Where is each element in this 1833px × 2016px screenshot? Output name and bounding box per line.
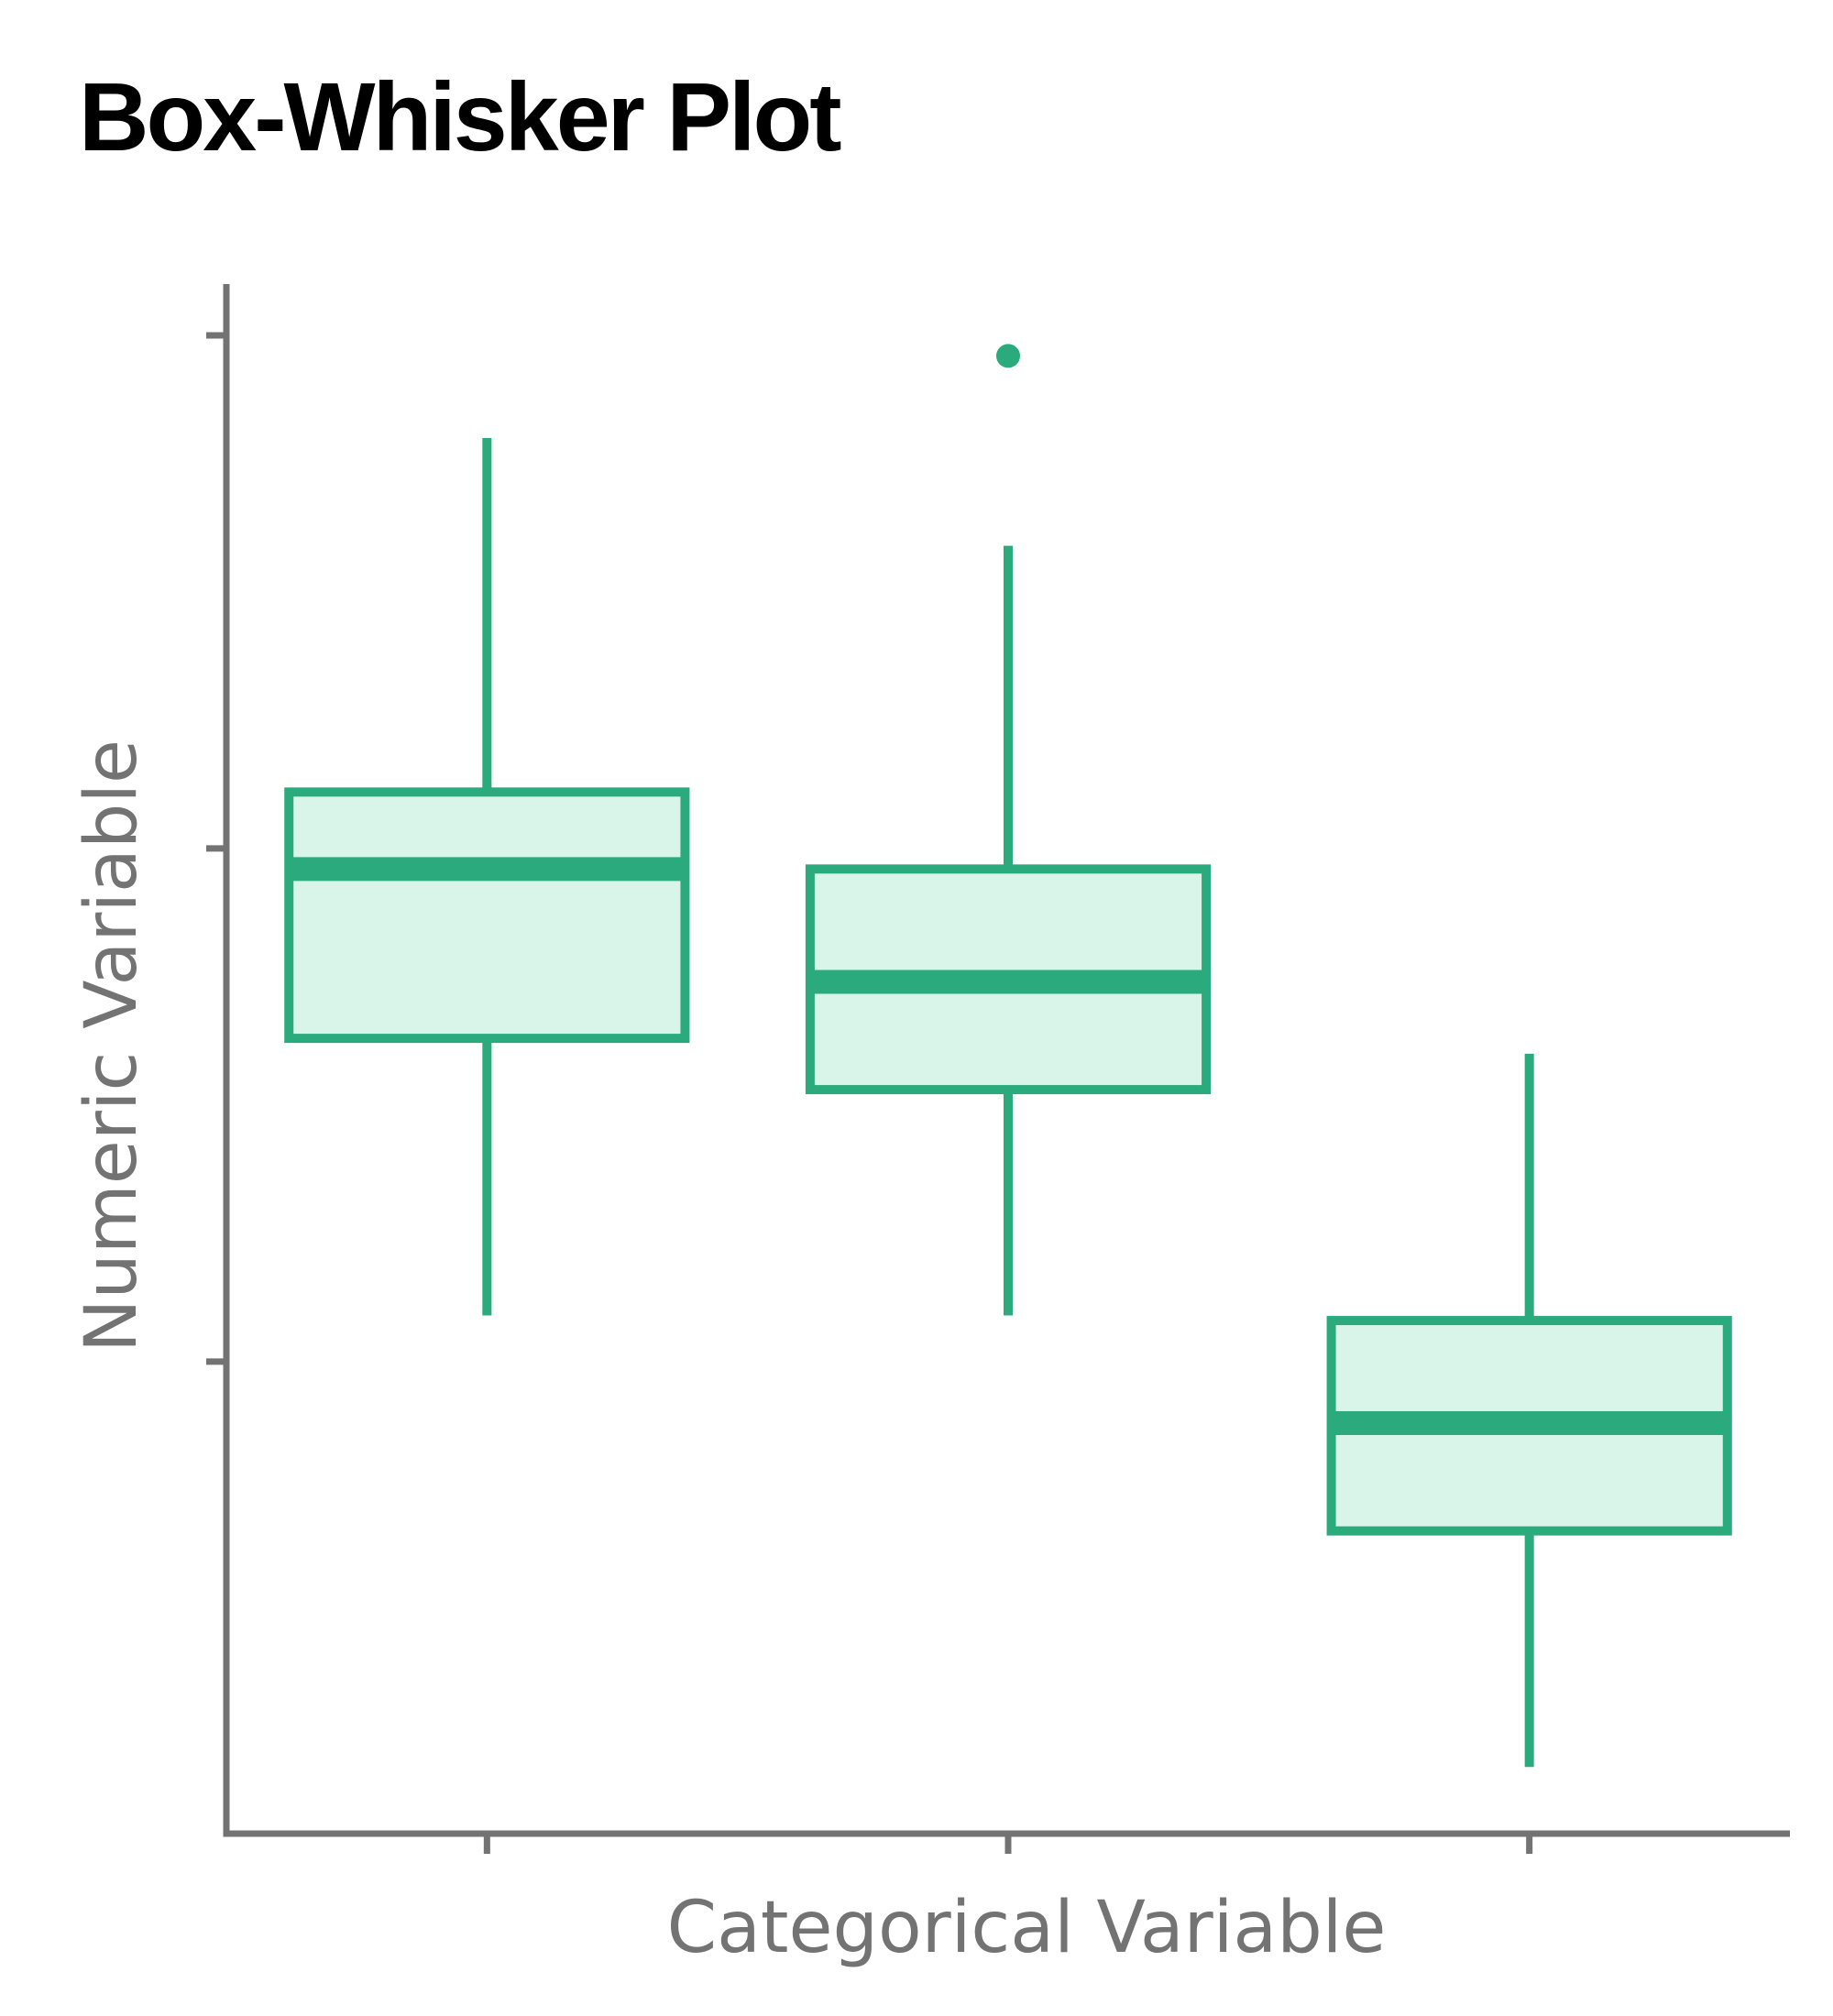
y-ticks xyxy=(206,332,226,1365)
y-axis-label: Numeric Variable xyxy=(71,740,153,1353)
box-iqr xyxy=(284,787,690,1044)
chart-title: Box-Whisker Plot xyxy=(79,63,842,171)
box-group-1 xyxy=(805,344,1212,1316)
x-axis-label: Categorical Variable xyxy=(667,1887,1387,1969)
x-ticks xyxy=(483,1834,1533,1854)
box-group-0 xyxy=(284,437,690,1316)
box-group-2 xyxy=(1326,1053,1732,1768)
outlier-point-0 xyxy=(996,344,1020,368)
axes xyxy=(206,284,1790,1854)
boxes xyxy=(284,344,1732,1768)
